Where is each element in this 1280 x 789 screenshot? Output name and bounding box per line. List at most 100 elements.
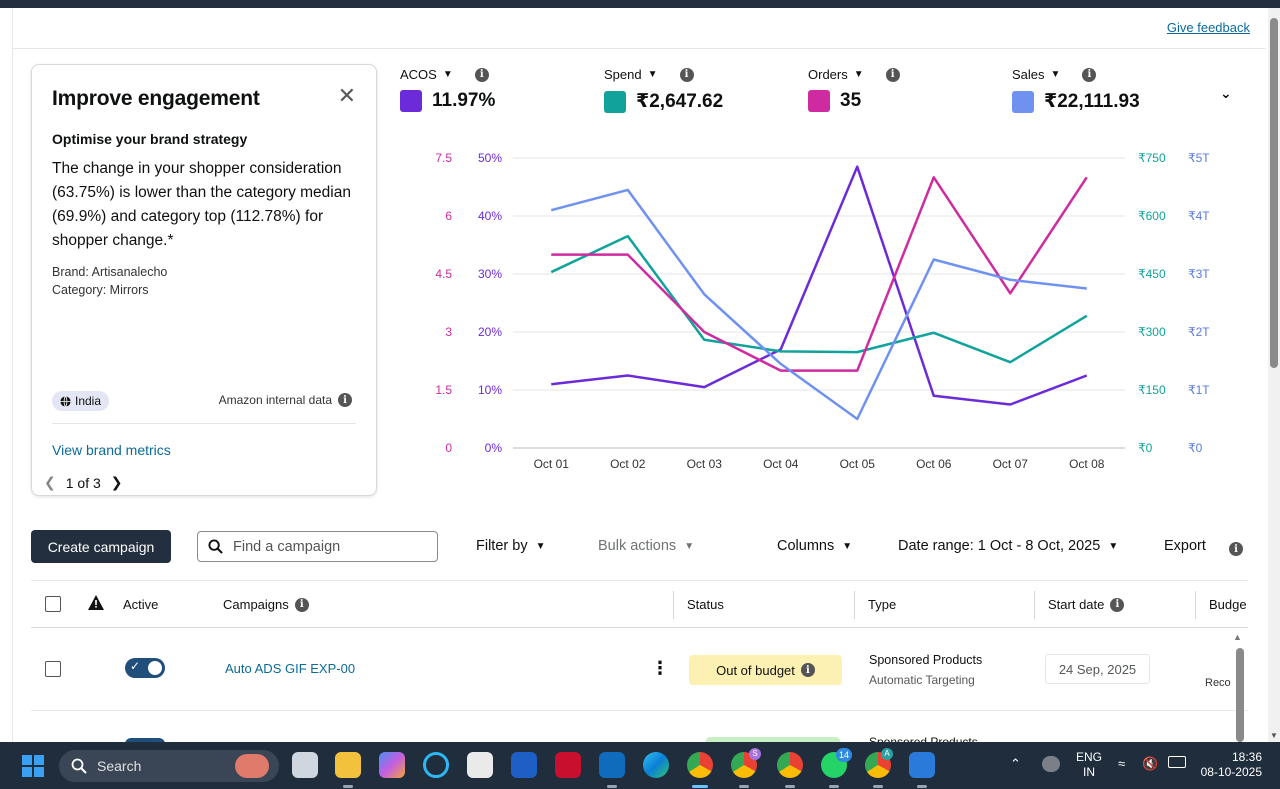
series-line-orders[interactable] [551,176,1088,372]
column-separator[interactable] [1195,591,1196,619]
data-point-sales[interactable] [626,188,630,192]
chevron-left-icon[interactable]: ❮ [44,474,56,490]
data-point-acos[interactable] [702,385,706,389]
metric-orders[interactable]: Orders ▼ i 35 [808,67,900,112]
data-point-sales[interactable] [549,208,553,212]
info-icon[interactable]: i [1229,542,1243,556]
data-point-orders[interactable] [626,253,630,257]
series-line-acos[interactable] [551,165,1088,406]
show-hidden-icons[interactable]: ⌃ [1010,756,1021,771]
give-feedback-link[interactable]: Give feedback [1166,20,1250,35]
data-point-acos[interactable] [1008,403,1012,407]
chevron-down-icon[interactable]: ▼ [1050,69,1061,80]
close-icon[interactable]: ✕ [337,83,356,108]
data-point-spend[interactable] [702,338,706,342]
store-icon[interactable] [467,752,493,778]
info-icon[interactable]: i [800,663,815,677]
row-checkbox[interactable] [45,661,61,677]
columns-dropdown[interactable]: Columns ▼ [777,538,852,554]
orders-swatch[interactable] [808,90,830,112]
data-point-spend[interactable] [549,270,553,274]
data-point-orders[interactable] [855,369,859,373]
remote-desktop-icon[interactable] [909,752,935,778]
view-brand-metrics-link[interactable]: View brand metrics [52,442,171,458]
chevron-right-icon[interactable]: ❯ [110,474,123,490]
table-scrollbar[interactable] [1236,648,1244,742]
active-toggle[interactable] [125,738,165,744]
expand-metrics-chevron-icon[interactable]: ⌄ [1220,85,1232,101]
series-line-spend[interactable] [550,234,1088,364]
metric-acos[interactable]: ACOS ▼ i 11.97% [400,67,495,112]
chrome-profile-icon[interactable] [777,752,803,778]
data-point-sales[interactable] [932,258,936,262]
data-point-sales[interactable] [855,417,859,421]
data-point-spend[interactable] [779,349,783,353]
data-point-sales[interactable] [779,362,783,366]
data-point-sales[interactable] [702,292,706,296]
chevron-down-icon[interactable]: ▼ [647,69,658,80]
filter-by-dropdown[interactable]: Filter by ▼ [476,538,545,554]
data-point-acos[interactable] [549,382,553,386]
info-icon[interactable]: i [679,67,694,82]
col-type[interactable]: Type [868,597,896,612]
data-point-orders[interactable] [549,253,553,257]
data-point-orders[interactable] [1008,291,1012,295]
metric-sales[interactable]: Sales ▼ i ₹22,111.93 [1012,67,1140,113]
data-point-spend[interactable] [932,331,936,335]
data-point-spend[interactable] [855,350,859,354]
col-active[interactable]: Active [123,597,158,612]
column-separator[interactable] [1034,591,1035,619]
wifi-icon[interactable]: ≈ [1118,756,1126,771]
task-view-icon[interactable] [292,752,318,778]
windows-start-icon[interactable] [22,755,44,777]
data-point-spend[interactable] [626,234,630,238]
data-point-acos[interactable] [1085,374,1089,378]
cloud-sync-icon[interactable] [1042,756,1060,772]
column-separator[interactable] [854,591,855,619]
taskbar-search[interactable]: Search [59,750,279,782]
data-point-acos[interactable] [932,394,936,398]
data-point-sales[interactable] [1085,287,1089,291]
data-point-acos[interactable] [855,165,859,169]
more-options-icon[interactable]: ⋮ [651,658,669,678]
page-scrollbar[interactable]: ▼ [1268,8,1280,742]
bulk-actions-dropdown[interactable]: Bulk actions ▼ [598,538,694,554]
file-explorer-icon[interactable] [335,752,361,778]
data-point-orders[interactable] [702,330,706,334]
data-point-acos[interactable] [626,374,630,378]
battery-icon[interactable] [1168,756,1186,768]
info-icon[interactable]: i [338,393,352,407]
date-range-dropdown[interactable]: Date range: 1 Oct - 8 Oct, 2025 ▼ [898,538,1118,554]
cortana-icon[interactable] [423,752,449,778]
series-line-sales[interactable] [550,188,1087,421]
col-start-date[interactable]: Start date i [1048,597,1125,612]
chevron-down-icon[interactable]: ▼ [853,69,864,80]
data-point-spend[interactable] [1085,314,1089,318]
export-button[interactable]: Export [1164,538,1206,554]
campaign-name-link[interactable]: Auto ADS GIF EXP-00 [225,661,356,676]
info-icon[interactable]: i [1110,597,1125,612]
data-point-spend[interactable] [1008,360,1012,364]
create-campaign-button[interactable]: Create campaign [31,530,171,563]
col-budget[interactable]: Budge [1209,597,1247,612]
active-toggle[interactable]: ✓ [125,658,165,678]
info-icon[interactable]: i [294,597,309,612]
info-icon[interactable]: i [885,67,900,82]
metric-spend[interactable]: Spend ▼ i ₹2,647.62 [604,67,723,113]
data-point-orders[interactable] [779,369,783,373]
scroll-down-icon[interactable]: ▼ [1270,731,1278,740]
language-indicator[interactable]: ENG IN [1076,750,1102,780]
sales-swatch[interactable] [1012,90,1034,113]
start-date-field[interactable]: 24 Sep, 2025 [1045,654,1150,684]
edge-icon[interactable] [643,752,669,778]
data-point-sales[interactable] [1008,278,1012,282]
info-icon[interactable]: i [1082,67,1097,82]
info-icon[interactable]: i [474,67,489,82]
spend-swatch[interactable] [604,90,626,113]
column-separator[interactable] [673,591,674,619]
select-all-checkbox[interactable] [45,596,61,612]
data-point-orders[interactable] [932,175,936,179]
chevron-down-icon[interactable]: ▼ [442,69,453,80]
acos-swatch[interactable] [400,90,422,112]
outlook-icon[interactable] [599,752,625,778]
